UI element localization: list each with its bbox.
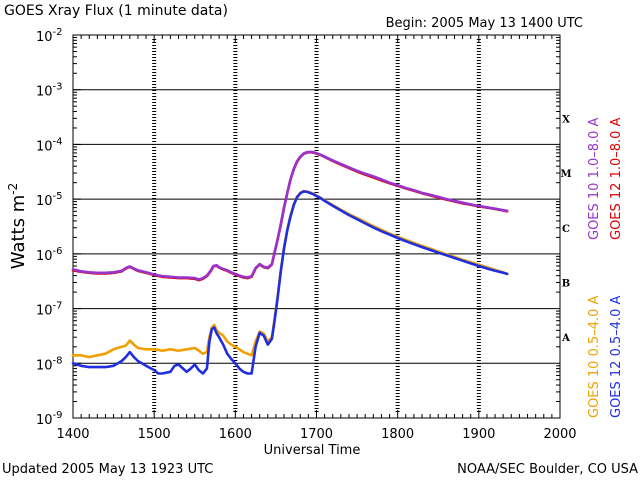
y-tick-label: 10-7 bbox=[36, 301, 63, 319]
chart-title: GOES Xray Flux (1 minute data) bbox=[4, 3, 228, 19]
grid bbox=[73, 89, 560, 364]
y-tick-exponent: -6 bbox=[53, 246, 63, 257]
x-tick-label: 2000 bbox=[543, 427, 576, 442]
flare-class-label: A bbox=[561, 333, 570, 344]
series-line bbox=[71, 150, 509, 281]
y-tick-base: 10 bbox=[36, 413, 53, 428]
legend-top: GOES 10 1.0–8.0 A GOES 12 1.0–8.0 A bbox=[587, 117, 624, 240]
y-tick-label: 10-2 bbox=[36, 27, 63, 45]
y-tick-base: 10 bbox=[36, 139, 53, 154]
y-tick-base: 10 bbox=[36, 249, 53, 264]
y-tick-exponent: -5 bbox=[53, 191, 63, 202]
legend-entry: GOES 10 0.5–4.0 A bbox=[587, 295, 602, 418]
y-tick-base: 10 bbox=[36, 358, 53, 373]
y-tick-label: 10-4 bbox=[36, 136, 63, 154]
y-tick-exponent: -9 bbox=[53, 410, 63, 421]
x-tick-label: 1700 bbox=[300, 427, 333, 442]
legend-entry: GOES 12 1.0–8.0 A bbox=[609, 117, 624, 240]
y-axis-label-text: Watts m bbox=[8, 195, 29, 269]
y-tick-label: 10-3 bbox=[36, 82, 63, 100]
y-tick-label: 10-5 bbox=[36, 191, 63, 209]
y-axis-label-exponent: -2 bbox=[6, 183, 20, 195]
flare-class-label: B bbox=[562, 278, 570, 289]
y-tick-label: 10-9 bbox=[36, 410, 63, 428]
legend-entry: GOES 12 0.5–4.0 A bbox=[609, 295, 624, 418]
flare-class-label: X bbox=[562, 114, 570, 125]
flare-class-label: M bbox=[560, 169, 571, 180]
y-tick-exponent: -2 bbox=[53, 27, 63, 38]
y-tick-base: 10 bbox=[36, 304, 53, 319]
flare-class-label: C bbox=[562, 224, 570, 235]
hour-markers bbox=[152, 39, 481, 414]
x-tick-label: 1900 bbox=[462, 427, 495, 442]
y-tick-base: 10 bbox=[36, 194, 53, 209]
y-tick-label: 10-6 bbox=[36, 246, 63, 264]
x-tick-label: 1400 bbox=[56, 427, 89, 442]
x-tick-label: 1500 bbox=[138, 427, 171, 442]
series-line bbox=[71, 190, 509, 375]
x-tick-label: 1800 bbox=[381, 427, 414, 442]
y-tick-label: 10-8 bbox=[36, 355, 63, 373]
flare-class-labels: A B C M X bbox=[560, 114, 571, 344]
legend-entry: GOES 10 1.0–8.0 A bbox=[587, 117, 602, 240]
x-axis: 1400 1500 1600 1700 1800 1900 2000 bbox=[56, 35, 577, 442]
y-tick-base: 10 bbox=[36, 30, 53, 45]
credit: NOAA/SEC Boulder, CO USA bbox=[457, 462, 638, 477]
y-tick-exponent: -3 bbox=[53, 82, 63, 93]
y-tick-exponent: -4 bbox=[53, 136, 63, 147]
y-tick-exponent: -7 bbox=[53, 301, 63, 312]
y-axis-label: Watts m-2 bbox=[6, 183, 29, 269]
series-lines bbox=[71, 150, 509, 375]
x-tick-label: 1600 bbox=[219, 427, 252, 442]
y-axis: 10-910-810-710-610-510-410-310-2 bbox=[36, 27, 560, 428]
y-tick-exponent: -8 bbox=[53, 355, 63, 366]
x-axis-label: Universal Time bbox=[264, 443, 361, 458]
updated-time: Updated 2005 May 13 1923 UTC bbox=[2, 462, 213, 477]
legend-bottom: GOES 10 0.5–4.0 A GOES 12 0.5–4.0 A bbox=[587, 295, 624, 418]
begin-time: Begin: 2005 May 13 1400 UTC bbox=[386, 16, 583, 31]
y-tick-base: 10 bbox=[36, 85, 53, 100]
